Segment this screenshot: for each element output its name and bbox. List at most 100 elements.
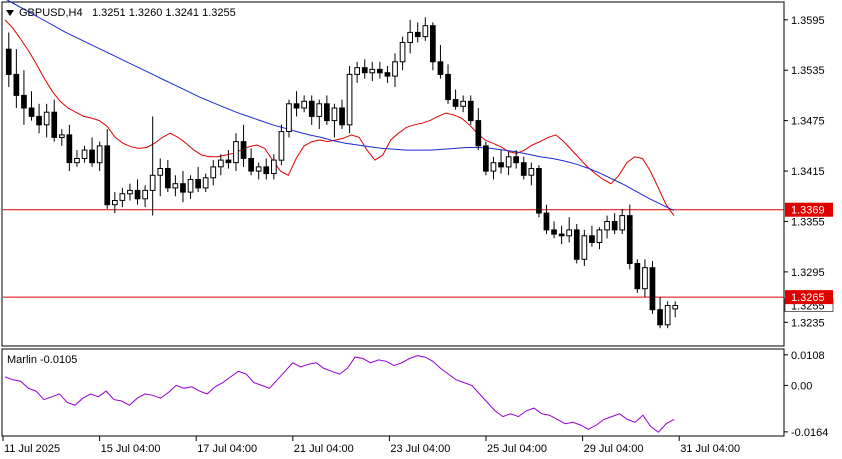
bull-candle-body — [74, 158, 80, 164]
bear-candle-body — [498, 162, 504, 168]
bear-candle-body — [293, 103, 300, 109]
time-tick-label: 15 Jul 04:00 — [101, 443, 161, 455]
candle — [346, 66, 353, 134]
candle — [611, 213, 618, 235]
bull-candle-body — [619, 215, 626, 231]
candle — [407, 19, 413, 54]
price-axis: 1.3595 1.3535 1.3475 1.3415 1.3355 1.3295 1.32… — [784, 15, 834, 329]
candle — [134, 179, 141, 205]
bear-candle-body — [543, 212, 550, 231]
bull-candle-body — [172, 183, 179, 189]
candle — [498, 150, 504, 174]
time-tick-label: 23 Jul 04:00 — [390, 443, 450, 455]
bull-candle-body — [596, 229, 603, 243]
bull-candle-body — [642, 267, 648, 290]
candle — [604, 215, 610, 239]
candle — [392, 53, 398, 88]
candle — [293, 91, 300, 117]
bear-candle-body — [657, 309, 663, 326]
bull-candle-body — [505, 156, 512, 168]
level-price-label-0: 1.3369 — [791, 205, 825, 217]
candle — [278, 124, 285, 166]
main-chart-frame[interactable] — [1, 1, 785, 347]
candle — [43, 103, 50, 138]
candle — [475, 108, 482, 151]
bear-candle-body — [483, 145, 489, 172]
candle — [89, 137, 95, 167]
bear-candle-body — [551, 229, 557, 235]
bear-candle-body — [324, 103, 330, 122]
bear-candle-body — [558, 233, 565, 237]
bull-candle-body — [581, 235, 588, 260]
candle — [233, 133, 239, 172]
bear-candle-body — [89, 149, 95, 164]
candle — [558, 225, 565, 245]
candle — [664, 301, 671, 329]
bull-candle-body — [566, 229, 572, 237]
candle — [573, 223, 580, 264]
bear-candle-body — [248, 158, 255, 172]
time-axis: 11 Jul 2025 15 Jul 04:00 17 Jul 04:00 21 Ju… — [2, 436, 740, 455]
candle — [157, 158, 164, 197]
price-tick-label: 1.3295 — [791, 267, 825, 279]
bull-candle-body — [346, 73, 353, 126]
candle — [127, 183, 133, 201]
bull-candle-body — [369, 68, 376, 74]
bear-candle-body — [445, 73, 451, 101]
marlin-line — [4, 355, 675, 433]
bear-candle-body — [263, 166, 270, 175]
candle — [339, 99, 345, 130]
candle — [286, 99, 292, 138]
bear-candle-body — [377, 68, 383, 74]
bear-candle-body — [634, 263, 641, 290]
bear-candle-body — [437, 61, 444, 75]
bear-candle-body — [611, 221, 618, 231]
bull-candle-body — [255, 166, 262, 172]
bull-candle-body — [187, 179, 194, 193]
bear-candle-body — [536, 168, 542, 214]
candle — [626, 204, 633, 270]
price-tick-label: 1.3595 — [791, 15, 825, 27]
candle — [384, 66, 391, 83]
bull-candle-body — [286, 103, 292, 133]
indicator-axis: 0.0108 0.00 -0.0164 — [784, 350, 828, 439]
indicator-frame[interactable] — [1, 348, 785, 437]
candle — [142, 185, 149, 208]
bull-candle-body — [422, 25, 429, 38]
candle — [202, 173, 209, 193]
indicator-tick-label: 0.00 — [791, 380, 812, 392]
candle — [66, 124, 73, 172]
bull-candle-body — [672, 305, 679, 310]
bear-candle-body — [28, 107, 35, 117]
bear-candle-body — [21, 94, 27, 109]
candle — [240, 124, 247, 167]
price-tick-label: 1.3235 — [791, 317, 825, 329]
candle — [51, 99, 58, 142]
bear-candle-body — [36, 115, 42, 126]
candle — [634, 259, 641, 293]
candle — [414, 22, 421, 43]
candle — [619, 208, 626, 235]
candle — [596, 227, 603, 250]
candle — [225, 150, 232, 169]
bear-candle-body — [649, 267, 656, 311]
candle — [81, 145, 88, 163]
bull-candle-body — [399, 42, 406, 63]
candle — [119, 187, 126, 208]
candle — [536, 165, 542, 218]
bear-candle-body — [475, 120, 482, 147]
symbol-dropdown-icon[interactable] — [6, 10, 14, 16]
candle — [543, 204, 550, 235]
bear-candle-body — [225, 159, 232, 164]
time-tick-label: 25 Jul 04:00 — [487, 443, 547, 455]
bear-candle-body — [104, 145, 111, 206]
bull-candle-body — [316, 103, 323, 117]
bear-candle-body — [467, 100, 474, 122]
candle — [642, 259, 648, 298]
candle — [149, 116, 156, 216]
bull-candle-body — [96, 145, 103, 164]
candle — [331, 103, 338, 138]
bear-candle-body — [134, 189, 141, 200]
bear-candle-body — [513, 156, 519, 164]
